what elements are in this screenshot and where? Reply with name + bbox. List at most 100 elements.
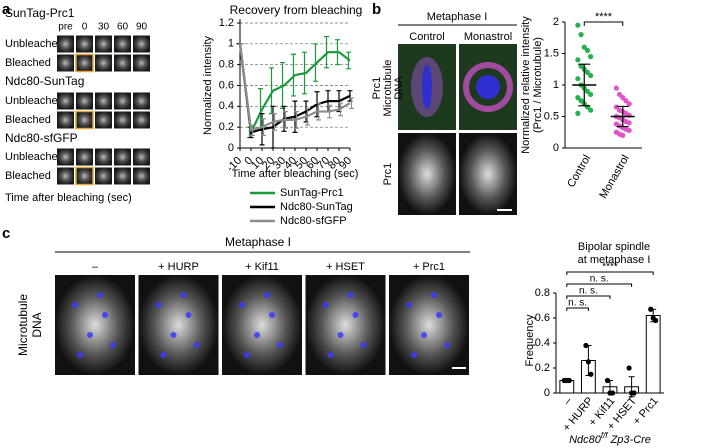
point (626, 120, 632, 126)
thumbnail (95, 148, 112, 166)
y-tick-label: 2 (553, 16, 559, 28)
x-axis-label-part: Zp3-Cre (608, 434, 651, 446)
thumbnail (114, 111, 131, 129)
panel-label: b (372, 1, 381, 18)
bracket (566, 271, 654, 275)
dna-spot (337, 332, 344, 338)
x-tick-label: Monastrol (597, 153, 632, 201)
spindle-image (305, 275, 386, 375)
channel-label: DNA (393, 76, 405, 100)
series-line (238, 43, 351, 134)
thumbnail (76, 35, 93, 53)
annotation: **** (595, 11, 613, 23)
point (575, 76, 581, 82)
point (578, 98, 584, 104)
comparison-label: n. s. (590, 274, 609, 285)
point (653, 317, 659, 324)
thumbnail (133, 111, 150, 129)
panel-label: c (2, 225, 10, 242)
point (626, 127, 632, 133)
thumbnail (57, 111, 74, 129)
point (585, 359, 592, 365)
thumbnail (114, 35, 131, 53)
channel-label: Microtubule (382, 60, 394, 117)
thumbnail (133, 35, 150, 53)
y-tick-label: 0.6 (535, 312, 550, 324)
image-title: Metaphase I (225, 235, 291, 249)
dna-spot (411, 352, 417, 358)
panel-label: a (2, 1, 11, 18)
column-label: + HURP (158, 261, 199, 273)
row-label: Bleached (5, 114, 51, 126)
dna-spot (444, 342, 450, 348)
time-label: 0 (82, 22, 88, 33)
dna-spot (160, 352, 167, 358)
thumbnail (114, 148, 131, 166)
dna-spot (436, 312, 442, 318)
point (588, 72, 594, 79)
dna-spot (264, 292, 270, 298)
point (588, 54, 594, 60)
y-tick-label: 0 (544, 387, 550, 399)
row-label: Bleached (5, 57, 51, 69)
bracket (566, 307, 589, 311)
row-label: Unbleached (5, 38, 64, 50)
point (616, 91, 623, 98)
column-label: + HSET (326, 261, 365, 273)
thumbnail (95, 167, 112, 185)
point (604, 377, 611, 384)
point (620, 95, 626, 101)
error-bar (349, 97, 354, 110)
thumbnail (76, 148, 93, 166)
point (613, 85, 619, 91)
time-label: 60 (117, 22, 129, 33)
point (613, 104, 619, 110)
y-tick-label: 0.2 (535, 362, 550, 374)
column-label: + Prc1 (413, 261, 445, 273)
legend-label: Ndc80-sfGFP (280, 215, 347, 227)
group-title: Ndc80-sfGFP (5, 131, 78, 145)
thumbnail (75, 110, 94, 130)
dna-spot (180, 292, 187, 298)
chart-title: at metaphase I (578, 254, 651, 266)
prc1-image (459, 133, 517, 215)
axis (239, 19, 350, 149)
point (575, 110, 581, 116)
bar (645, 315, 661, 394)
thumbnail (133, 148, 150, 166)
spindle-image (389, 275, 469, 375)
dna-spot (170, 332, 177, 338)
point (609, 390, 616, 396)
dna-spot (277, 342, 283, 348)
column-label: Monastrol (464, 31, 512, 43)
dna-spot (185, 312, 192, 318)
row-label: Unbleached (5, 95, 64, 107)
thumbnail (95, 35, 112, 53)
point (583, 342, 589, 349)
y-tick-label: 0 (228, 142, 234, 154)
y-tick-label: 0.4 (219, 100, 234, 112)
series-line (238, 43, 351, 132)
y-tick-label: 0.6 (219, 79, 234, 91)
chromosomes (476, 75, 500, 99)
thumbnail (114, 167, 131, 185)
point (575, 22, 581, 28)
thumbnail (95, 111, 112, 129)
y-tick-label: 1.5 (544, 47, 559, 59)
x-axis-label-part: f/f (601, 431, 608, 440)
thumbnail (133, 167, 150, 185)
thumbnail (114, 92, 131, 110)
thumbnail (57, 148, 74, 166)
point (584, 69, 591, 75)
y-tick-label: 1.2 (219, 17, 234, 29)
dna-spot (406, 302, 412, 308)
dna-spot (110, 342, 116, 348)
point (588, 107, 594, 113)
thumbnail (95, 92, 112, 110)
bracket (566, 283, 633, 287)
bracket (583, 21, 624, 26)
axis (564, 22, 642, 149)
x-axis-label: Time after bleaching (sec) (232, 168, 359, 180)
